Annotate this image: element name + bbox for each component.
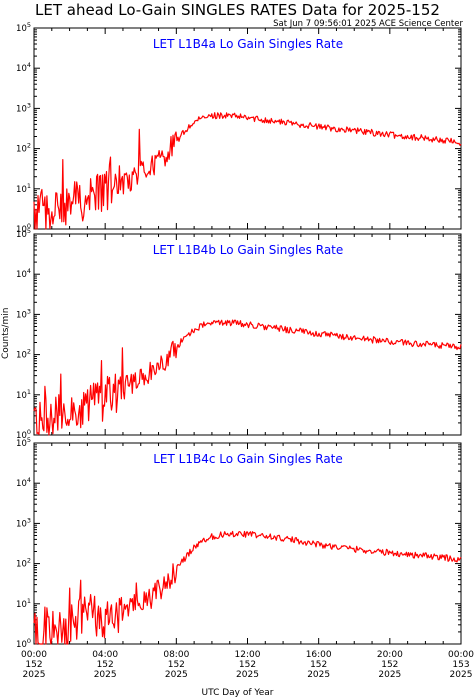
x-tick-label: 152 xyxy=(381,660,398,670)
y-tick-label: 105 xyxy=(16,227,31,240)
x-tick-label: 2025 xyxy=(450,670,473,680)
x-tick-label: 2025 xyxy=(94,670,117,680)
y-tick-label: 101 xyxy=(16,388,31,401)
data-trace xyxy=(33,530,462,645)
y-tick-label: 105 xyxy=(16,21,31,34)
y-tick-label: 103 xyxy=(16,307,31,320)
x-tick-label: 08:00 xyxy=(163,650,189,660)
y-tick-label: 104 xyxy=(16,267,31,280)
x-tick-label: 04:00 xyxy=(92,650,118,660)
y-tick-label: 103 xyxy=(16,101,31,114)
y-tick-label: 101 xyxy=(16,182,31,195)
timestamp: Sat Jun 7 09:56:01 2025 ACE Science Cent… xyxy=(273,19,463,29)
y-tick-label: 103 xyxy=(16,516,31,529)
x-tick-label: 12:00 xyxy=(235,650,261,660)
data-trace xyxy=(33,112,462,230)
plot-frame xyxy=(33,233,462,436)
y-tick-label: 101 xyxy=(16,597,31,610)
x-tick-label: 00:00 xyxy=(21,650,47,660)
x-tick-label: 152 xyxy=(239,660,256,670)
panel-title: LET L1B4c Lo Gain Singles Rate xyxy=(153,452,343,466)
x-tick-label: 2025 xyxy=(23,670,46,680)
x-tick-label: 152 xyxy=(25,660,42,670)
y-tick-label: 104 xyxy=(16,476,31,489)
panel-title: LET L1B4a Lo Gain Singles Rate xyxy=(153,37,343,51)
y-tick-label: 102 xyxy=(16,557,31,570)
x-tick-label: 152 xyxy=(97,660,114,670)
panel-title: LET L1B4b Lo Gain Singles Rate xyxy=(153,243,344,257)
x-tick-label: 2025 xyxy=(236,670,259,680)
y-tick-label: 100 xyxy=(16,428,31,441)
x-tick-label: 152 xyxy=(168,660,185,670)
x-tick-label: 16:00 xyxy=(306,650,332,660)
x-tick-label: 152 xyxy=(310,660,327,670)
data-trace xyxy=(33,319,462,436)
y-tick-label: 102 xyxy=(16,348,31,361)
y-tick-label: 100 xyxy=(16,222,31,235)
chart-title: LET ahead Lo-Gain SINGLES RATES Data for… xyxy=(35,1,440,19)
x-tick-label: 00:00 xyxy=(448,650,474,660)
x-tick-label: 20:00 xyxy=(377,650,403,660)
y-tick-label: 100 xyxy=(16,637,31,650)
y-tick-label: 104 xyxy=(16,61,31,74)
y-tick-label: 105 xyxy=(16,436,31,449)
x-tick-label: 153 xyxy=(452,660,469,670)
x-axis-label: UTC Day of Year xyxy=(201,688,274,698)
x-tick-label: 2025 xyxy=(307,670,330,680)
x-tick-label: 2025 xyxy=(378,670,401,680)
x-tick-label: 2025 xyxy=(165,670,188,680)
y-tick-label: 102 xyxy=(16,142,31,155)
